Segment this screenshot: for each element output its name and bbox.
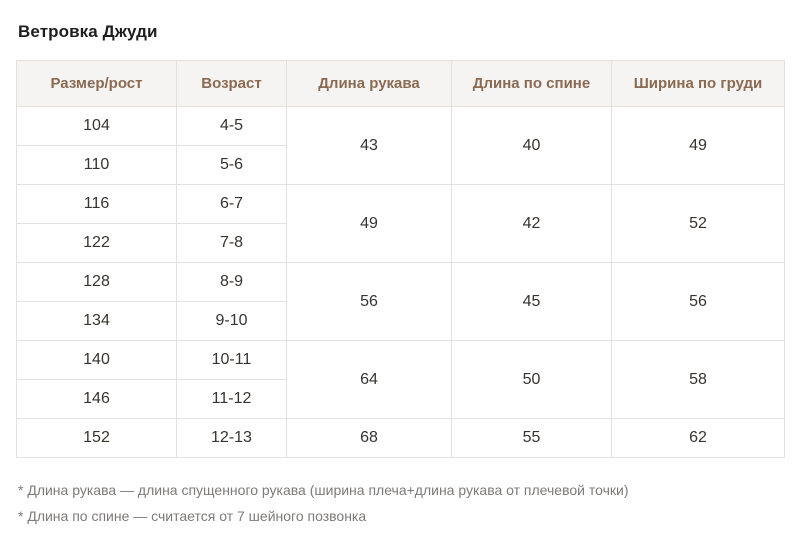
cell-size: 122 <box>16 223 177 263</box>
cell-size: 152 <box>16 418 177 458</box>
cell-size: 104 <box>16 106 177 146</box>
cell-chest-width: 52 <box>611 184 785 263</box>
cell-age: 11-12 <box>176 379 287 419</box>
table-row: 110 5-6 <box>16 145 785 185</box>
cell-size: 146 <box>16 379 177 419</box>
footnote-back-length: * Длина по спине — считается от 7 шейног… <box>18 507 367 524</box>
footnote-sleeve-length: * Длина рукава — длина спущенного рукава… <box>18 482 629 498</box>
cell-age: 12-13 <box>176 418 287 458</box>
cell-age: 6-7 <box>176 184 287 224</box>
cell-chest-width: 56 <box>611 262 785 341</box>
cell-sleeve-length: 64 <box>286 340 452 419</box>
table-row: 146 11-12 <box>16 379 785 419</box>
footnotes: * Длина рукава — длина спущенного рукава… <box>18 478 784 530</box>
cell-age: 9-10 <box>176 301 287 341</box>
cell-size: 128 <box>16 262 177 302</box>
cell-sleeve-length: 49 <box>286 184 452 263</box>
column-header-size: Размер/рост <box>16 60 177 107</box>
cell-back-length: 45 <box>451 262 612 341</box>
cell-age: 5-6 <box>176 145 287 185</box>
cell-back-length: 40 <box>451 106 612 185</box>
cell-chest-width: 49 <box>611 106 785 185</box>
cell-chest-width: 62 <box>611 418 785 458</box>
table-row: 140 10-11 64 50 58 <box>16 340 785 419</box>
page-title: Ветровка Джуди <box>18 22 158 41</box>
cell-age: 10-11 <box>176 340 287 380</box>
cell-age: 8-9 <box>176 262 287 302</box>
cell-back-length: 50 <box>451 340 612 419</box>
cell-back-length: 42 <box>451 184 612 263</box>
table-row: 104 4-5 43 40 49 <box>16 106 785 185</box>
header-row: Размер/рост Возраст Длина рукава Длина п… <box>16 60 785 107</box>
table-row: 152 12-13 68 55 62 <box>16 418 785 458</box>
cell-sleeve-length: 43 <box>286 106 452 185</box>
size-table: Размер/рост Возраст Длина рукава Длина п… <box>16 60 785 458</box>
cell-size: 134 <box>16 301 177 341</box>
cell-back-length: 55 <box>451 418 612 458</box>
column-header-chest-width: Ширина по груди <box>611 60 785 107</box>
table-row: 134 9-10 <box>16 301 785 341</box>
cell-size: 116 <box>16 184 177 224</box>
table-row: 116 6-7 49 42 52 <box>16 184 785 263</box>
cell-age: 7-8 <box>176 223 287 263</box>
column-header-back-length: Длина по спине <box>451 60 612 107</box>
cell-size: 140 <box>16 340 177 380</box>
column-header-sleeve-length: Длина рукава <box>286 60 452 107</box>
column-header-age: Возраст <box>176 60 287 107</box>
cell-sleeve-length: 56 <box>286 262 452 341</box>
cell-age: 4-5 <box>176 106 287 146</box>
cell-sleeve-length: 68 <box>286 418 452 458</box>
cell-chest-width: 58 <box>611 340 785 419</box>
table-row: 128 8-9 56 45 56 <box>16 262 785 341</box>
cell-size: 110 <box>16 145 177 185</box>
